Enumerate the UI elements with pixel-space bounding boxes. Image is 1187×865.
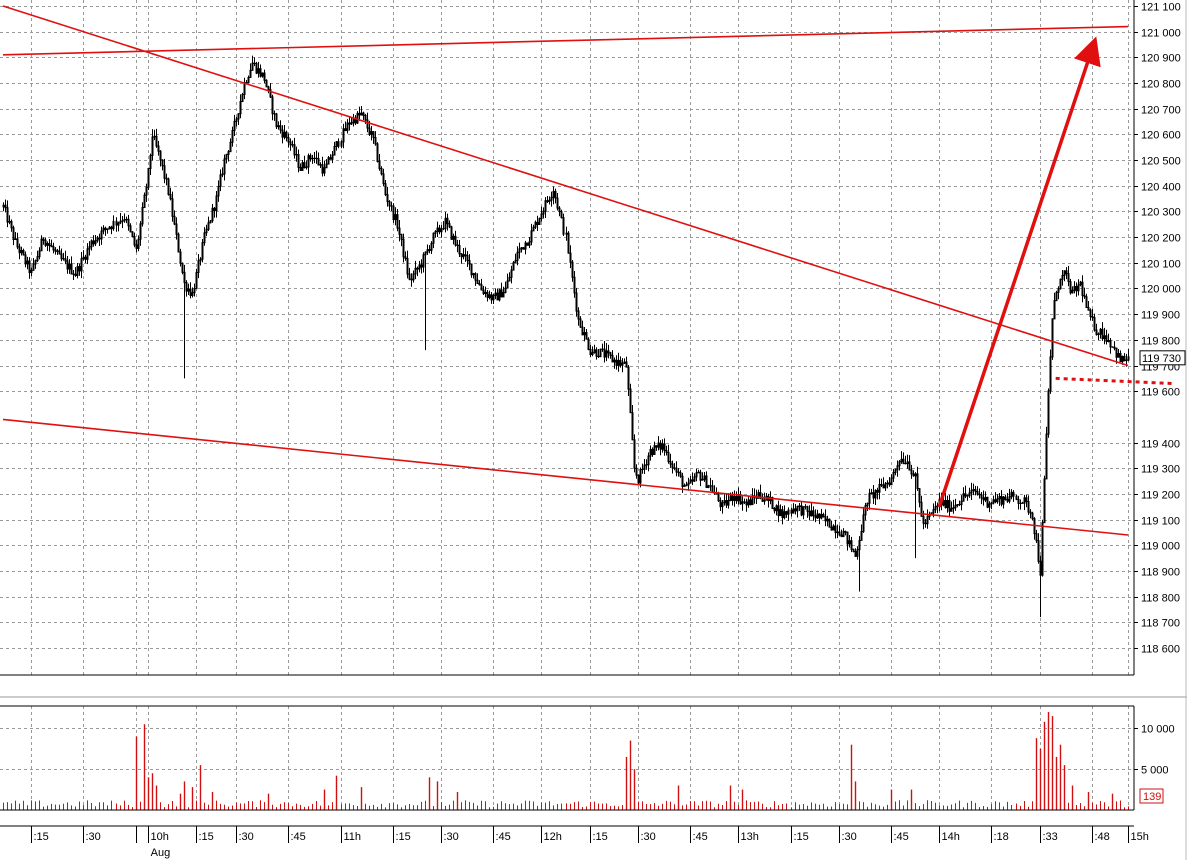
time-tick-label: :30	[842, 831, 857, 843]
time-tick-label: :15	[396, 831, 411, 843]
annotation-layer	[2, 5, 1173, 536]
price-tick-label: 120 800	[1141, 79, 1181, 91]
trendline	[2, 418, 1129, 536]
price-tick-label: 120 000	[1141, 284, 1181, 296]
last-price-badge	[1139, 350, 1186, 366]
time-tick-label: :15	[199, 831, 214, 843]
price-tick-label: 120 900	[1141, 53, 1181, 65]
dotted-level-line	[1055, 376, 1173, 385]
price-tick-label: 119 800	[1141, 336, 1180, 348]
time-tick-label: 10h	[151, 831, 169, 843]
price-tick-label: 119 200	[1141, 490, 1180, 502]
time-tick-label: :33	[1043, 831, 1058, 843]
price-tick-label: 120 400	[1141, 182, 1181, 194]
price-tick-label: 120 700	[1141, 105, 1181, 117]
time-tick-label: 12h	[544, 831, 562, 843]
price-tick-label: 121 000	[1141, 28, 1181, 40]
price-tick-label: 121 100	[1141, 2, 1181, 14]
volume-tick-label: 10 000	[1141, 724, 1175, 736]
time-tick-label: :15	[34, 831, 49, 843]
price-tick-label: 119 600	[1141, 387, 1180, 399]
last-volume-badge	[1139, 788, 1164, 804]
trendline	[2, 25, 1129, 56]
price-tick-label: 119 900	[1141, 310, 1180, 322]
price-tick-label: 118 800	[1141, 593, 1180, 605]
price-tick-label: 120 100	[1141, 259, 1181, 271]
last-volume-label: 139	[1143, 791, 1161, 803]
time-tick-label: :45	[693, 831, 708, 843]
price-tick-label: 120 600	[1141, 130, 1181, 142]
time-tick-label: 15h	[1131, 831, 1149, 843]
time-tick-label: :15	[593, 831, 608, 843]
last-price-label: 119 730	[1142, 353, 1181, 365]
arrow-line	[937, 36, 1101, 508]
date-label: Aug	[151, 847, 171, 859]
time-tick-label: :30	[239, 831, 254, 843]
time-tick-label: :30	[641, 831, 656, 843]
price-tick-label: 120 200	[1141, 233, 1181, 245]
price-tick-label: 120 500	[1141, 156, 1181, 168]
time-tick-label: 13h	[741, 831, 759, 843]
price-tick-label: 119 100	[1141, 516, 1180, 528]
time-tick-label: :45	[496, 831, 511, 843]
price-tick-label: 118 600	[1141, 644, 1180, 656]
price-tick-label: 118 900	[1141, 567, 1180, 579]
time-tick-label: :45	[291, 831, 306, 843]
price-tick-label: 119 400	[1141, 439, 1180, 451]
time-tick-label: 14h	[942, 831, 960, 843]
price-tick-label: 119 300	[1141, 464, 1180, 476]
time-tick-label: :30	[444, 831, 459, 843]
time-tick-label: :15	[794, 831, 809, 843]
price-tick-label: 120 300	[1141, 207, 1181, 219]
volume-tick-label: 5 000	[1141, 765, 1169, 777]
time-tick-label: :30	[86, 831, 101, 843]
time-tick-label: :48	[1095, 831, 1110, 843]
time-tick-label: :18	[994, 831, 1009, 843]
time-tick-label: 11h	[344, 831, 362, 843]
axis-layer: 121 100 121 000 120 900 120 800 120 700 120 6…	[31, 2, 1186, 859]
time-tick-label: :45	[894, 831, 909, 843]
trendline	[2, 5, 1129, 367]
price-tick-label: 118 700	[1141, 618, 1180, 630]
volume-layer	[3, 712, 1129, 810]
price-tick-label: 119 000	[1141, 541, 1180, 553]
